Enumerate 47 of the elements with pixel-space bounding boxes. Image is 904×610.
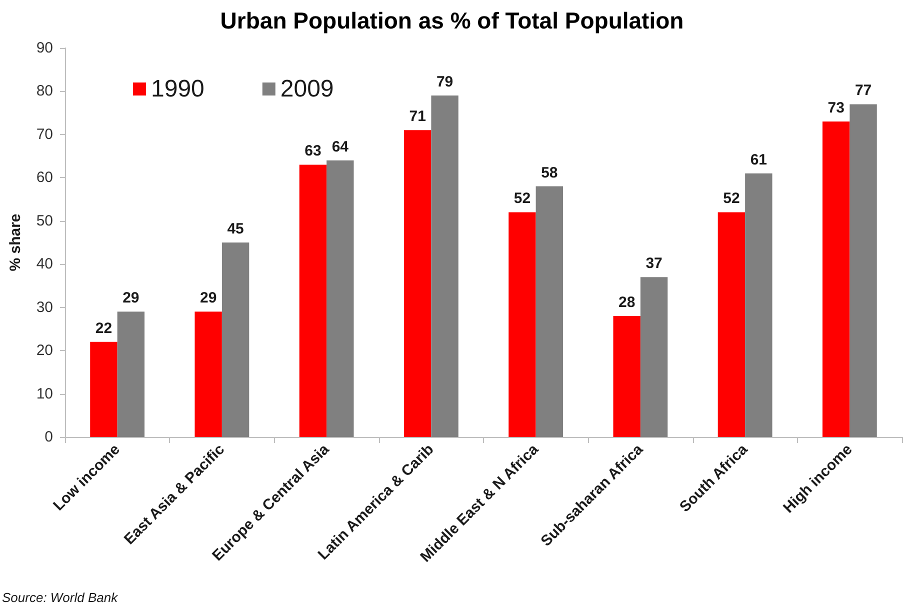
bar <box>640 277 668 437</box>
bar <box>745 173 772 437</box>
bar <box>536 186 564 437</box>
bar <box>431 96 458 437</box>
bar <box>613 316 640 437</box>
data-label: 45 <box>227 220 244 238</box>
bar <box>194 312 222 437</box>
data-label: 79 <box>436 74 454 91</box>
y-tick-label: 0 <box>44 428 53 446</box>
data-label: 52 <box>723 190 740 208</box>
bar <box>326 160 354 437</box>
y-tick-label: 60 <box>36 169 53 186</box>
y-tick-label: 90 <box>36 40 53 56</box>
data-label: 64 <box>332 138 350 156</box>
data-label: 71 <box>409 108 426 126</box>
data-label: 52 <box>514 190 531 208</box>
data-label: 58 <box>541 164 558 182</box>
legend-label: 1990 <box>151 76 204 102</box>
y-tick-label: 40 <box>36 256 53 273</box>
y-tick-label: 20 <box>36 342 53 360</box>
y-axis-title: % share <box>7 214 24 272</box>
y-tick-label: 70 <box>36 126 53 143</box>
bar <box>222 242 250 437</box>
bar <box>822 121 850 437</box>
y-tick-label: 30 <box>36 298 53 316</box>
bar <box>299 164 327 437</box>
data-label: 37 <box>646 255 662 272</box>
bar <box>404 130 432 437</box>
y-tick-label: 10 <box>36 385 53 402</box>
y-tick-label: 50 <box>36 212 53 230</box>
legend-label: 2009 <box>280 76 334 102</box>
chart-title: Urban Population as % of Total Population <box>220 8 684 34</box>
bar <box>850 104 877 437</box>
data-label: 61 <box>750 151 768 168</box>
data-label: 77 <box>854 82 872 100</box>
bar <box>117 312 145 437</box>
data-label: 29 <box>200 290 217 307</box>
y-tick-label: 80 <box>36 82 53 100</box>
data-label: 63 <box>304 142 322 160</box>
bar <box>508 212 536 437</box>
data-label: 73 <box>828 99 844 116</box>
source-note: Source: World Bank <box>2 590 120 605</box>
data-label: 28 <box>618 294 636 311</box>
data-label: 22 <box>95 320 112 337</box>
data-label: 29 <box>122 290 140 307</box>
bar <box>90 342 118 437</box>
bar <box>718 212 746 437</box>
